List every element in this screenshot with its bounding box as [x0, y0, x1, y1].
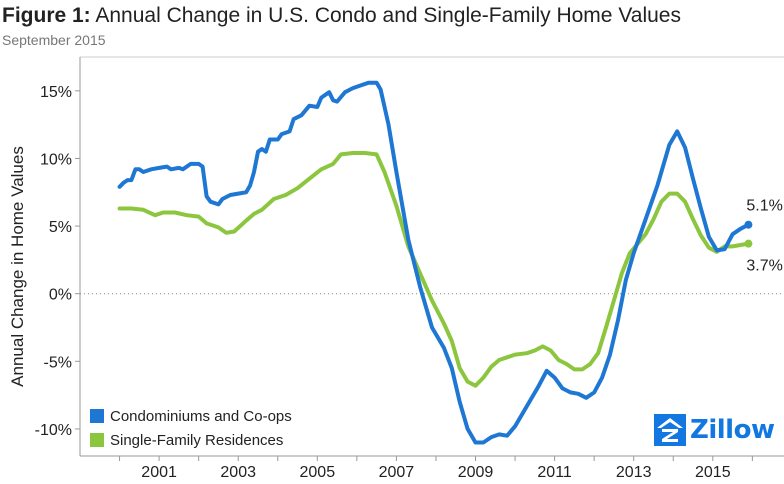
series-line-condo	[117, 80, 751, 445]
zillow-logo: Zillow	[654, 414, 775, 446]
x-tick-label: 2003	[220, 464, 256, 481]
legend-item-condo: Condominiums and Co-ops	[90, 404, 292, 428]
end-label-single-family: 3.7%	[746, 258, 782, 275]
figure-number: Figure 1:	[2, 4, 91, 27]
legend-label-condo: Condominiums and Co-ops	[110, 407, 292, 425]
x-tick-label: 2011	[537, 464, 572, 481]
legend-item-single-family: Single-Family Residences	[90, 428, 292, 452]
x-tick-label: 2015	[695, 464, 731, 481]
y-tick-label: -5%	[44, 354, 72, 371]
y-tick-label: 5%	[49, 219, 72, 236]
x-tick-label: 2005	[300, 464, 336, 481]
chart-subtitle: September 2015	[2, 32, 106, 48]
legend-swatch-single-family	[90, 433, 104, 447]
series-line-single-family	[117, 151, 751, 388]
y-axis-label: Annual Change in Home Values	[8, 146, 27, 387]
x-tick-label: 2013	[616, 464, 652, 481]
y-tick-label: 0%	[49, 287, 72, 304]
y-tick-label: -10%	[35, 422, 72, 439]
chart-legend: Condominiums and Co-ops Single-Family Re…	[90, 404, 292, 452]
y-tick-label: 15%	[40, 84, 72, 101]
zillow-z-icon	[654, 414, 686, 446]
chart-labels: 5.1% 3.7%	[744, 198, 783, 275]
x-tick-label: 2007	[379, 464, 415, 481]
chart-title: Figure 1: Annual Change in U.S. Condo an…	[2, 4, 681, 28]
title-text: Annual Change in U.S. Condo and Single-F…	[90, 4, 681, 27]
y-tick-label: 10%	[40, 151, 72, 168]
chart-series	[117, 80, 751, 445]
end-point-condo	[744, 220, 753, 229]
chart-axes: 15% 10% 5% 0% -5% -10% 2001 2003 2005 2007 2009 201…	[8, 56, 784, 481]
x-tick-label: 2009	[458, 464, 494, 481]
end-point-single-family	[744, 239, 753, 248]
x-tick-label: 2001	[141, 464, 177, 481]
legend-label-single-family: Single-Family Residences	[110, 431, 284, 449]
end-label-condo: 5.1%	[746, 198, 782, 215]
legend-swatch-condo	[90, 409, 104, 423]
logo-wordmark: Zillow	[690, 415, 775, 445]
